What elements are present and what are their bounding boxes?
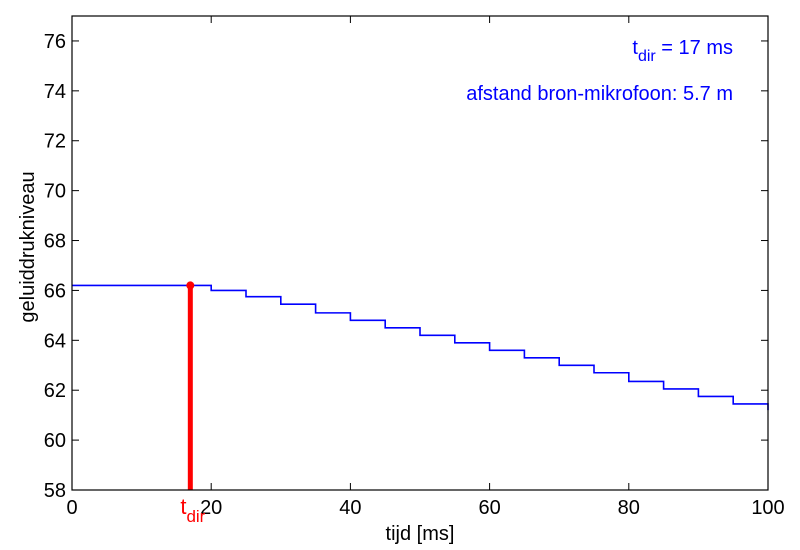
tdir-marker-point — [186, 281, 195, 290]
y-tick-label: 70 — [44, 181, 66, 203]
series-group — [72, 284, 769, 411]
x-tick-label: 20 — [200, 497, 222, 519]
y-tick-label: 60 — [44, 430, 66, 452]
y-tick-label: 58 — [44, 480, 66, 502]
marker-group — [186, 281, 195, 490]
y-tick-label: 72 — [44, 131, 66, 153]
x-tick-label: 0 — [66, 497, 77, 519]
y-axis-title: geluiddrukniveau — [17, 171, 39, 322]
ticks-group — [71, 16, 769, 491]
y-tick-label: 64 — [44, 330, 66, 352]
plot-frame-group — [71, 15, 769, 491]
annotation-tdir-main: t — [632, 37, 638, 59]
marker-label-tdir: tdir — [180, 494, 205, 526]
plot-frame — [71, 15, 769, 491]
annotation-tdir: tdir = 17 ms — [632, 37, 733, 65]
x-tick-label: 40 — [339, 497, 361, 519]
x-tick-label: 100 — [751, 497, 784, 519]
marker-label-main: t — [180, 494, 186, 519]
marker-label-subscript: dir — [186, 507, 205, 526]
x-axis-title: tijd [ms] — [386, 523, 455, 545]
annotation-distance: afstand bron-mikrofoon: 5.7 m — [466, 83, 733, 105]
annotation-tdir-value: = 17 ms — [656, 37, 733, 59]
y-tick-label: 66 — [44, 280, 66, 302]
y-tick-label: 76 — [44, 31, 66, 53]
x-tick-label: 60 — [478, 497, 500, 519]
x-tick-label: 80 — [618, 497, 640, 519]
annotation-tdir-subscript: dir — [638, 48, 656, 65]
y-tick-label: 62 — [44, 380, 66, 402]
labels-group: 0 20 40 60 80 100 58 60 62 64 66 68 70 72 74 76 — [44, 31, 785, 519]
y-tick-label: 74 — [44, 81, 66, 103]
series-line-0 — [72, 284, 769, 411]
y-tick-label: 68 — [44, 231, 66, 253]
